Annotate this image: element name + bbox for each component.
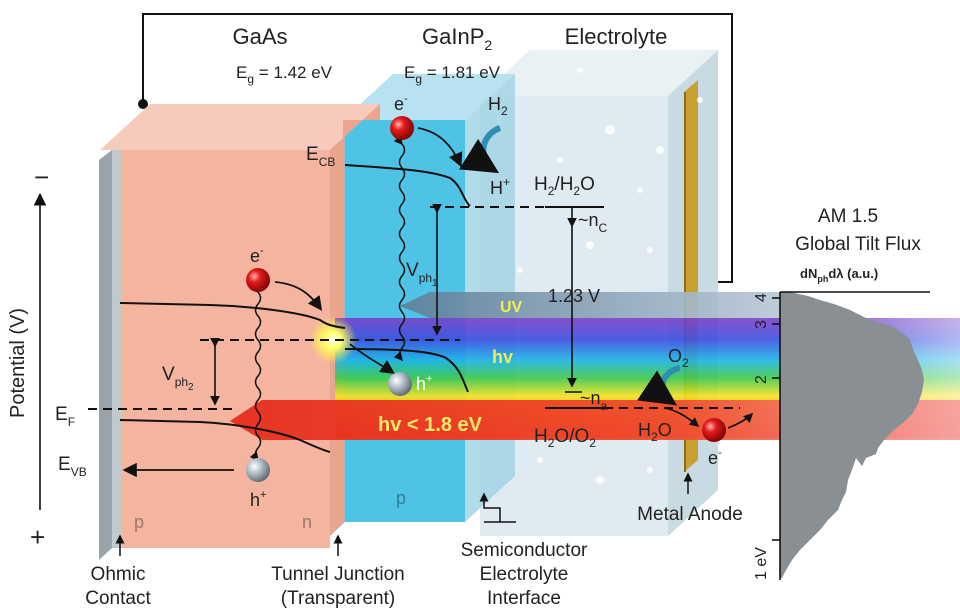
h2o-label: H2O <box>638 420 672 444</box>
potential-plus: + <box>30 522 45 552</box>
electron-gainp-label: e- <box>394 93 408 114</box>
circuit-wire <box>142 13 733 283</box>
gaas-block <box>100 104 380 548</box>
sei-label-3: Interface <box>487 588 561 609</box>
potential-minus: − <box>34 162 49 192</box>
v123-label: 1.23 V <box>548 286 600 306</box>
o2-label: O2 <box>668 346 689 370</box>
ohmic-contact <box>99 150 122 560</box>
tick-label-1: 1 eV <box>753 547 770 580</box>
am15-title: AM 1.5 <box>818 206 878 227</box>
o2-curved-arrow <box>637 365 681 406</box>
hole-gaas <box>246 458 270 482</box>
ef-label: EF <box>55 404 75 429</box>
flux-label: dNphdλ (a.u.) <box>800 266 878 284</box>
electron-gaas <box>246 268 270 292</box>
n-label-gaas: n <box>302 512 312 532</box>
electron-path-gainp <box>417 127 463 168</box>
gaas-title: GaAs <box>232 24 287 49</box>
metal-anode-label: Metal Anode <box>637 504 743 525</box>
nc-label: ~nC <box>578 210 608 235</box>
hole-gainp-label: h+ <box>416 373 432 394</box>
h2o-o2-label: H2O/O2 <box>534 426 596 450</box>
sei-pointer <box>479 492 501 522</box>
electron-gaas-label: e- <box>250 245 264 266</box>
ohmic-label-1: Ohmic <box>91 564 146 585</box>
gainp-eg: Eg = 1.81 eV <box>404 63 501 86</box>
sei-label-2: Electrolyte <box>480 564 569 585</box>
h2-label: H2 <box>488 94 508 118</box>
hole-gainp <box>388 372 412 396</box>
gainp-title: GaInP2 <box>422 24 492 53</box>
gaas-cb <box>119 302 346 329</box>
hv-low-arrow <box>230 400 960 440</box>
vph2-label: Vph2 <box>162 364 194 393</box>
photon-wave-gainp <box>393 135 406 362</box>
hole-gaas-label: h+ <box>250 489 266 510</box>
anode-electron-path <box>663 407 700 428</box>
potential-label: Potential (V) <box>7 308 29 418</box>
tunnel-label-1: Tunnel Junction <box>271 564 404 585</box>
ohmic-label-2: Contact <box>85 588 151 609</box>
electron-anode <box>702 418 726 442</box>
evb-label: EVB <box>58 454 87 479</box>
anode-electron-out <box>727 412 754 429</box>
h2-h2o-label: H2/H2O <box>534 174 595 198</box>
hv-low-label: hv < 1.8 eV <box>378 414 483 436</box>
hole-path-gainp <box>349 343 395 374</box>
na-label: ~na <box>580 388 608 413</box>
spectrum-fill <box>780 292 924 578</box>
hv-label: hv <box>492 347 513 367</box>
tunnel-label-2: (Transparent) <box>281 588 395 609</box>
solar-spectrum: 4 3 2 1 eV <box>753 291 930 580</box>
recombination-glow <box>309 316 357 364</box>
ecb-label: ECB <box>306 144 335 169</box>
wire-node-left <box>138 99 148 109</box>
photon-wave-gaas <box>249 283 262 462</box>
gaas-vb <box>119 419 331 453</box>
electron-path-gaas <box>274 281 323 311</box>
tick-label-2: 2 <box>753 375 770 384</box>
tick-label-4: 4 <box>753 293 770 302</box>
electron-gainp <box>390 116 414 140</box>
electrolyte-title: Electrolyte <box>565 24 668 49</box>
gaas-eg: Eg = 1.42 eV <box>236 63 333 86</box>
hplus-label: H+ <box>490 175 510 198</box>
uv-label: UV <box>500 299 523 316</box>
gainp-vb <box>344 348 469 393</box>
electron-anode-label: e- <box>708 447 722 468</box>
sei-label-1: Semiconductor <box>461 540 588 561</box>
tick-label-3: 3 <box>753 320 770 329</box>
p-label-gainp: p <box>396 488 406 508</box>
h2-curved-arrow <box>459 125 502 174</box>
am15-subtitle: Global Tilt Flux <box>795 234 921 255</box>
uv-arrow <box>400 292 780 318</box>
gainp-cb <box>344 164 471 207</box>
p-label-gaas: p <box>134 512 144 532</box>
vph1-label: Vph1 <box>406 260 438 289</box>
